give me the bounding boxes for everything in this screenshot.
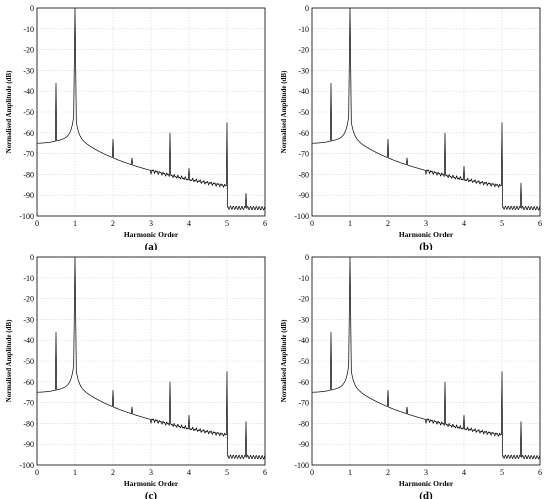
y-tick-label: -90 <box>23 440 34 449</box>
y-tick-label: -80 <box>23 419 34 428</box>
y-tick-label: -60 <box>23 378 34 387</box>
x-axis-label: Harmonic Order <box>124 230 179 239</box>
x-tick-label: 1 <box>73 219 77 228</box>
y-tick-label: -60 <box>298 129 309 138</box>
x-axis-label: Harmonic Order <box>399 230 454 239</box>
y-tick-label: 0 <box>30 253 34 262</box>
x-tick-label: 6 <box>538 219 542 228</box>
x-tick-label: 1 <box>73 468 77 477</box>
y-tick-label: -70 <box>298 399 309 408</box>
y-tick-label: -60 <box>23 129 34 138</box>
y-tick-label: -80 <box>23 170 34 179</box>
y-tick-label: -40 <box>23 336 34 345</box>
y-tick-label: -10 <box>298 274 309 283</box>
y-tick-label: -30 <box>298 66 309 75</box>
chart-panel-d: 0 1 2 3 4 5 6 0 -10 -20 -30 -40 -50 -60 -70 -80 -90 -100 H… <box>280 253 542 499</box>
y-tick-label: -40 <box>298 87 309 96</box>
x-tick-label: 0 <box>35 219 39 228</box>
chart-panel-a: 0 1 2 3 4 5 6 0 -10 -20 -30 -40 -50 -60 -70 -80 -90 -100 H… <box>5 4 267 250</box>
panel-label: (b) <box>419 241 433 250</box>
x-tick-label: 2 <box>386 468 390 477</box>
x-tick-label: 5 <box>500 468 504 477</box>
x-tick-label: 1 <box>348 219 352 228</box>
y-tick-label: -30 <box>298 315 309 324</box>
y-tick-label: -10 <box>23 25 34 34</box>
x-axis-label: Harmonic Order <box>124 479 179 488</box>
y-tick-label: 0 <box>305 4 309 13</box>
x-tick-label: 2 <box>111 468 115 477</box>
chart-panel-c: 0 1 2 3 4 5 6 0 -10 -20 -30 -40 -50 -60 -70 -80 -90 -100 H… <box>5 253 267 499</box>
x-tick-label: 0 <box>310 468 314 477</box>
plot-frame <box>36 256 266 466</box>
x-tick-label: 5 <box>500 219 504 228</box>
y-axis-label: Normalised Amplitude (dB) <box>5 319 13 403</box>
x-tick-label: 4 <box>187 219 191 228</box>
spectrum-line <box>37 256 266 460</box>
x-tick-label: 4 <box>462 219 466 228</box>
x-tick-label: 6 <box>538 468 542 477</box>
x-tick-label: 3 <box>424 219 428 228</box>
x-tick-label: 0 <box>35 468 39 477</box>
spectrum-line <box>312 7 541 211</box>
plot-frame <box>311 256 541 466</box>
y-tick-label: -20 <box>298 46 309 55</box>
y-tick-label: -50 <box>23 357 34 366</box>
x-axis-label: Harmonic Order <box>399 479 454 488</box>
spectrum-line <box>312 256 541 460</box>
x-tick-label: 4 <box>462 468 466 477</box>
y-tick-label: -20 <box>298 295 309 304</box>
y-tick-label: 0 <box>305 253 309 262</box>
y-tick-label: -50 <box>298 357 309 366</box>
y-tick-label: -80 <box>298 419 309 428</box>
panel-label: (a) <box>145 241 158 250</box>
y-tick-label: -70 <box>298 150 309 159</box>
x-tick-label: 3 <box>424 468 428 477</box>
x-tick-label: 3 <box>149 468 153 477</box>
plot-frame <box>311 7 541 217</box>
y-tick-label: -70 <box>23 399 34 408</box>
x-tick-label: 6 <box>263 219 267 228</box>
y-tick-label: -80 <box>298 170 309 179</box>
panel-label: (d) <box>419 490 433 499</box>
y-tick-label: -60 <box>298 378 309 387</box>
y-tick-label: -90 <box>23 191 34 200</box>
y-tick-label: -90 <box>298 440 309 449</box>
y-axis-label: Normalised Amplitude (dB) <box>280 319 288 403</box>
plot-frame <box>36 7 266 217</box>
x-tick-label: 2 <box>386 219 390 228</box>
x-tick-label: 2 <box>111 219 115 228</box>
y-tick-label: -10 <box>23 274 34 283</box>
y-tick-label: -50 <box>23 108 34 117</box>
y-tick-label: -20 <box>23 295 34 304</box>
y-axis-label: Normalised Amplitude (dB) <box>280 70 288 154</box>
x-tick-label: 1 <box>348 468 352 477</box>
y-tick-label: -100 <box>294 461 309 470</box>
x-tick-label: 6 <box>263 468 267 477</box>
y-tick-label: -40 <box>298 336 309 345</box>
y-tick-label: -10 <box>298 25 309 34</box>
panel-label: (c) <box>145 490 158 499</box>
y-tick-label: 0 <box>30 4 34 13</box>
y-tick-label: -30 <box>23 315 34 324</box>
y-tick-label: -100 <box>294 212 309 221</box>
y-tick-label: -40 <box>23 87 34 96</box>
y-tick-label: -70 <box>23 150 34 159</box>
x-tick-label: 4 <box>187 468 191 477</box>
y-axis-label: Normalised Amplitude (dB) <box>5 70 13 154</box>
y-tick-label: -100 <box>19 212 34 221</box>
y-tick-label: -90 <box>298 191 309 200</box>
y-tick-label: -50 <box>298 108 309 117</box>
x-tick-label: 5 <box>225 219 229 228</box>
y-tick-label: -100 <box>19 461 34 470</box>
y-tick-label: -30 <box>23 66 34 75</box>
x-tick-label: 3 <box>149 219 153 228</box>
x-tick-label: 0 <box>310 219 314 228</box>
y-tick-label: -20 <box>23 46 34 55</box>
x-tick-label: 5 <box>225 468 229 477</box>
spectrum-line <box>37 7 266 211</box>
chart-panel-b: 0 1 2 3 4 5 6 0 -10 -20 -30 -40 -50 -60 -70 -80 -90 -100 H… <box>280 4 542 250</box>
